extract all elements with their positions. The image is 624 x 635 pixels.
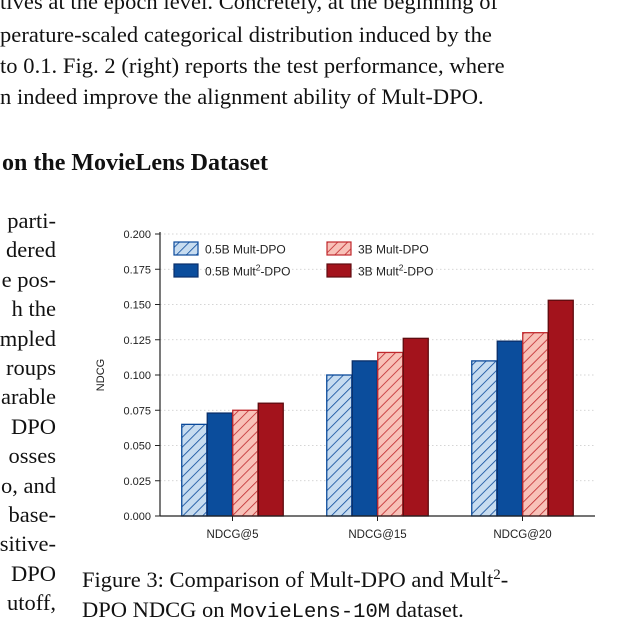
caption-hyphen: -	[500, 567, 509, 592]
y-tick-label: 0.025	[123, 476, 151, 488]
left-text-line: o, and	[1, 472, 56, 498]
left-text-line: dered	[6, 237, 56, 263]
text-line: perature-scaled categorical distribution…	[0, 22, 492, 47]
x-tick-label: NDCG@15	[348, 529, 406, 541]
bar	[471, 360, 498, 517]
left-text-line: arable	[1, 384, 56, 410]
legend-swatch	[326, 263, 352, 278]
caption-superscript: 2	[493, 567, 501, 583]
figure-caption: Figure 3: Comparison of Mult-DPO and Mul…	[82, 565, 508, 628]
caption-label: Figure 3: Comparison of Mult-DPO and Mul…	[82, 567, 494, 592]
left-text-line: DPO	[10, 413, 56, 439]
figure-chart: 0.000 0.025 0.050 0.075 0.100 0.125 0.150 0.175…	[90, 222, 610, 552]
text-line: tives at the epoch level. Concretely, at…	[0, 0, 499, 14]
y-tick-label: 0.175	[123, 264, 151, 276]
legend-label: 0.5B Mult-DPO	[205, 243, 286, 257]
y-tick-label: 0.125	[123, 335, 151, 347]
y-tick-label: 0.150	[123, 300, 151, 312]
left-text-line: sitive-	[0, 531, 56, 557]
y-axis-label: NDCG	[95, 359, 107, 391]
legend-swatch	[173, 263, 199, 278]
legend-label: 3B Mult-DPO	[358, 243, 429, 257]
y-tick-label: 0.075	[123, 405, 151, 417]
left-text-line: DPO	[10, 560, 56, 586]
bar	[547, 299, 574, 517]
legend-swatch	[173, 241, 199, 256]
bar	[522, 332, 549, 517]
left-text-line: roups	[6, 355, 56, 380]
caption-line-2: DPO NDCG on MovieLens-10M dataset.	[82, 595, 508, 628]
dataset-name: MovieLens-10M	[230, 601, 391, 624]
text-line: to 0.1. Fig. 2 (right) reports the test …	[0, 53, 505, 78]
caption-text: DPO NDCG on	[82, 597, 231, 622]
bar	[402, 337, 429, 517]
y-tick-label: 0.000	[123, 511, 151, 523]
caption-text-end: dataset.	[390, 597, 464, 622]
bar	[232, 409, 259, 517]
left-text-line: osses	[8, 443, 56, 469]
left-text-line: parti-	[7, 208, 56, 233]
y-tick-label: 0.100	[123, 370, 151, 382]
caption-line-1: Figure 3: Comparison of Mult-DPO and Mul…	[82, 565, 508, 595]
bar	[206, 412, 233, 517]
bar	[257, 402, 284, 517]
bar	[181, 423, 208, 517]
bar	[377, 351, 404, 517]
legend-swatch	[326, 241, 352, 256]
bar-chart: 0.000 0.025 0.050 0.075 0.100 0.125 0.150 0.175…	[95, 229, 595, 541]
y-tick-label: 0.050	[123, 441, 151, 453]
left-text-line: h the	[11, 296, 56, 322]
left-text-line: base-	[8, 502, 56, 527]
x-tick-label: NDCG@5	[207, 529, 259, 541]
left-text-line: utoff,	[7, 590, 56, 616]
x-tick-label: NDCG@20	[493, 529, 551, 541]
bar	[326, 374, 353, 517]
bar	[496, 340, 523, 517]
legend-label: 0.5B Mult2-DPO	[205, 263, 290, 279]
text-line: n indeed improve the alignment ability o…	[0, 84, 484, 109]
y-tick-label: 0.200	[123, 229, 151, 241]
left-text-line: mpled	[0, 325, 56, 351]
bar	[351, 360, 378, 517]
legend-label: 3B Mult2-DPO	[358, 263, 433, 279]
section-heading: on the MovieLens Dataset	[2, 150, 268, 176]
left-text-line: e pos-	[1, 266, 56, 292]
